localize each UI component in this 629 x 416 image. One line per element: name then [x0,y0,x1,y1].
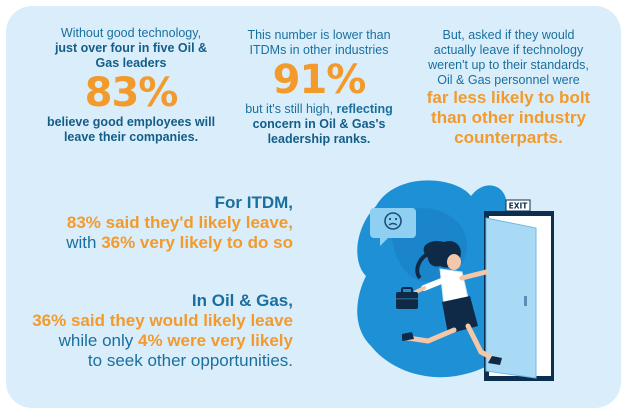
itdm-line1: For ITDM, [214,193,293,212]
col3-line7: counterparts. [454,128,563,147]
col3-line5: far less likely to bolt [426,88,591,107]
col3-line1: But, asked if they would [442,28,575,42]
col1-line4: believe good employees will [46,115,216,129]
itdm-statement: For ITDM, 83% said they'd likely leave, … [66,193,293,253]
col1-line2: just over four in five Oil & [54,41,208,55]
infographic-panel: Without good technology, just over four … [6,6,621,408]
oilgas-statement: In Oil & Gas, 36% said they would likely… [32,291,293,371]
col2-line3: but it's still high, reflecting [224,102,414,117]
col3-line4: Oil & Gas personnel were [437,73,580,87]
itdm-line3: with 36% very likely to do so [66,233,293,253]
col3-line6: than other industry [431,108,586,127]
col3-line2: actually leave if technology [433,43,584,57]
col2-line4: concern in Oil & Gas's [252,117,386,131]
sad-face-speech-bubble-icon [370,208,416,246]
exit-sign-text: EXIT [509,202,529,211]
stat-column-3: But, asked if they would actually leave … [406,28,611,148]
oilgas-line4: to seek other opportunities. [87,351,293,370]
oilgas-line1: In Oil & Gas, [191,291,293,310]
woman-running-out-door-illustration: EXIT [357,180,554,381]
oilgas-line3: while only 4% were very likely [32,331,293,351]
col1-line5: leave their companies. [63,130,199,144]
stat-column-1: Without good technology, just over four … [26,26,236,145]
briefcase-icon [396,287,418,309]
col2-line3-bold: reflecting [336,102,393,116]
col2-line2: ITDMs in other industries [249,43,389,57]
col3-line3: weren't up to their standards, [428,58,589,72]
itdm-line2: 83% said they'd likely leave, [66,213,293,232]
oilgas-line2: 36% said they would likely leave [32,311,293,330]
col1-stat: 83% [84,70,179,116]
exit-door-icon [484,211,554,381]
col2-line5: leadership ranks. [267,132,371,146]
col2-stat: 91% [272,57,367,103]
col2-line1: This number is lower than [247,28,391,42]
itdm-line3-orange: 36% very likely to do so [101,233,293,252]
col2-line3-pre: but it's still high, [245,102,337,116]
exit-sign [505,199,531,212]
stat-column-2: This number is lower than ITDMs in other… [224,28,414,147]
oilgas-line3-orange: 4% were very likely [137,331,293,350]
itdm-line3-pre: with [66,233,102,252]
oilgas-line3-pre: while only [58,331,138,350]
col1-line3: Gas leaders [95,56,167,70]
running-woman [402,240,502,365]
col1-line1: Without good technology, [60,26,202,40]
